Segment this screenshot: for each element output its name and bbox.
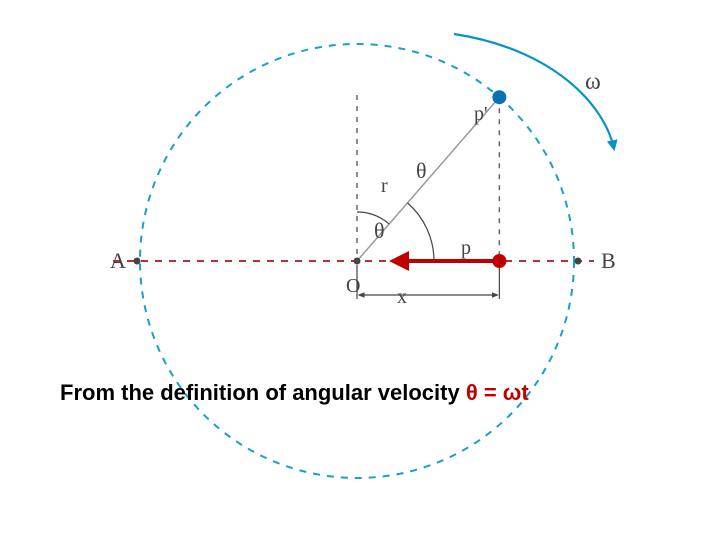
label-O: O	[346, 275, 360, 297]
point-o	[354, 258, 361, 265]
label-B: B	[601, 248, 616, 273]
label-p_prime: p'	[474, 103, 488, 125]
label-omega: ω	[585, 69, 601, 95]
label-theta1: θ	[416, 158, 427, 183]
label-A: A	[110, 248, 126, 273]
label-x: x	[397, 286, 407, 308]
point-a	[134, 258, 141, 265]
arc-theta-lower	[408, 203, 434, 261]
point-b	[575, 258, 582, 265]
label-theta2: θ	[374, 218, 385, 243]
caption-prefix: From the definition of angular velocity	[60, 380, 466, 405]
label-p: p	[461, 237, 471, 259]
diagram-stage: ABOpp'rθθxω From the definition of angul…	[0, 0, 720, 540]
circular-motion-diagram: ABOpp'rθθxω	[0, 0, 720, 540]
label-r: r	[381, 175, 388, 197]
point-p-prime	[492, 90, 506, 104]
caption-equation: θ = ωt	[466, 380, 529, 405]
point-p	[492, 254, 506, 268]
caption-line: From the definition of angular velocity …	[60, 380, 529, 406]
